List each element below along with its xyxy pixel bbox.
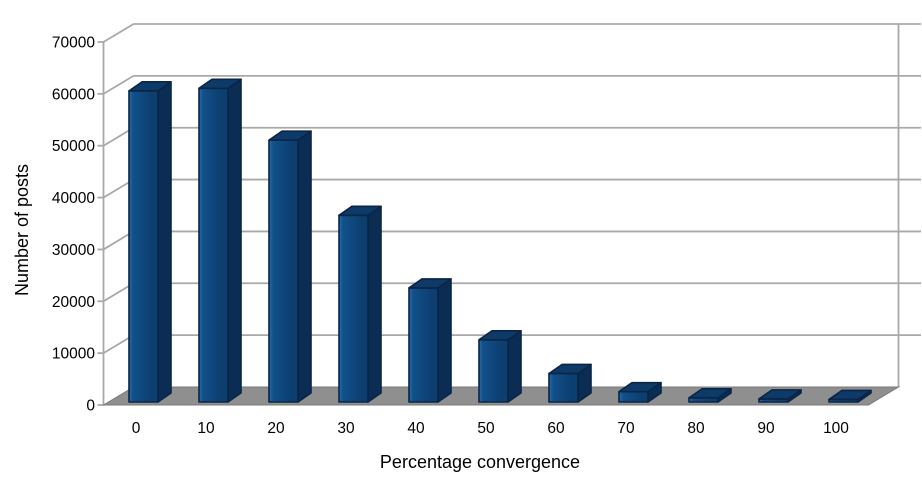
y-tick-label: 60000 <box>52 86 95 103</box>
bar-front-face <box>478 338 509 403</box>
y-axis-title: Number of posts <box>12 163 32 297</box>
bar-top-face <box>338 205 382 217</box>
bar-side-face <box>367 205 382 403</box>
bar-top-face <box>618 381 662 393</box>
y-tick-label: 50000 <box>52 138 95 155</box>
bar-front-face <box>548 372 579 403</box>
bar-side-face <box>437 278 452 403</box>
y-tick-label: 0 <box>86 398 95 415</box>
bar-top-face <box>688 388 732 399</box>
x-tick-label: 80 <box>687 420 705 437</box>
x-tick-label: 90 <box>757 420 775 437</box>
bar-top-face <box>268 130 312 141</box>
x-tick-label: 30 <box>337 420 355 437</box>
y-tick-label: 70000 <box>52 35 95 52</box>
bar-side-face <box>227 78 242 403</box>
bar-side-face <box>157 81 172 403</box>
x-tick-label: 100 <box>823 420 849 437</box>
bar-top-face <box>408 278 452 289</box>
bar-front-face <box>268 139 299 403</box>
y-tick-label: 10000 <box>52 346 95 363</box>
bar-front-face <box>128 90 159 403</box>
bar-front-face <box>338 214 369 403</box>
bar-front-face <box>408 287 439 403</box>
bar-top-face <box>198 78 242 90</box>
bar-front-face <box>618 390 649 403</box>
bar-top-face <box>548 363 592 375</box>
y-tick-label: 30000 <box>52 242 95 259</box>
bar-side-face <box>297 130 312 403</box>
x-axis-title: Percentage convergence <box>379 452 581 472</box>
y-tick-label: 20000 <box>52 294 95 311</box>
bar-top-face <box>828 389 872 401</box>
bar-top-face <box>478 329 522 341</box>
x-tick-label: 70 <box>617 420 635 437</box>
bar-top-face <box>758 389 802 400</box>
x-tick-label: 20 <box>267 420 285 437</box>
bar-top-face <box>128 81 172 92</box>
x-tick-label: 60 <box>547 420 565 437</box>
bar-front-face <box>198 87 229 403</box>
y-tick-label: 40000 <box>52 190 95 207</box>
x-tick-label: 0 <box>132 420 141 437</box>
grid-line-side <box>103 23 134 43</box>
x-tick-label: 50 <box>477 420 495 437</box>
x-tick-label: 40 <box>407 420 425 437</box>
grid-line-side <box>103 75 134 95</box>
x-tick-label: 10 <box>197 420 215 437</box>
left-wall <box>103 24 134 405</box>
bar-side-face <box>507 329 522 403</box>
